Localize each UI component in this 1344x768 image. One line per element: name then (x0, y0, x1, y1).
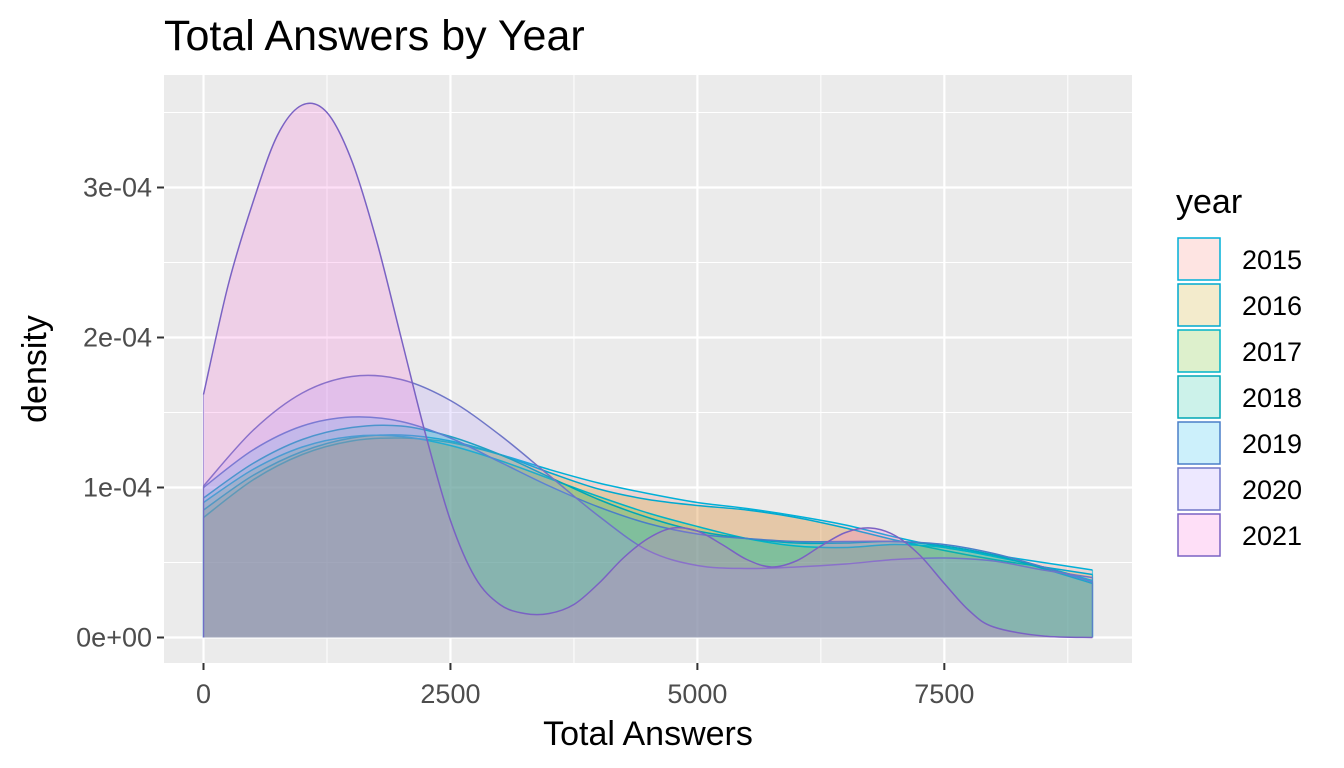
legend-key (1177, 467, 1221, 511)
legend-label: 2019 (1242, 429, 1302, 459)
legend-key (1177, 237, 1221, 281)
density-line-2020 (202, 374, 1093, 579)
legend-item-2015: 2015 (1177, 237, 1302, 281)
legend-key-bg (1178, 238, 1220, 280)
density-line-2018 (203, 424, 1093, 585)
legend: year 2015 2016 2017 2018 2019 2020 2021 (1176, 183, 1302, 557)
x-tick-label: 7500 (914, 679, 974, 709)
x-tick-label: 0 (196, 679, 211, 709)
minor-gridlines (164, 75, 1132, 663)
density-areas (202, 102, 1094, 639)
y-tick-label: 0e+00 (76, 623, 152, 653)
legend-key-bg (1178, 330, 1220, 372)
legend-key-bg (1178, 284, 1220, 326)
legend-label: 2018 (1242, 383, 1302, 413)
y-tick-label: 2e-04 (83, 323, 152, 353)
legend-key (1177, 375, 1221, 419)
density-series-2021 (202, 102, 1093, 639)
density-area-2018 (203, 425, 1093, 638)
density-line-2021 (202, 102, 1093, 639)
chart-title: Total Answers by Year (164, 12, 585, 60)
y-axis-title: density (16, 315, 54, 423)
legend-label: 2016 (1242, 291, 1302, 321)
plot-panel (164, 75, 1132, 663)
y-tick-label: 1e-04 (83, 473, 152, 503)
density-line-2017 (203, 434, 1093, 582)
legend-label: 2021 (1242, 521, 1302, 551)
x-axis-title: Total Answers (543, 715, 753, 753)
density-line-2016 (203, 434, 1093, 576)
y-tick-label: 3e-04 (83, 173, 152, 203)
legend-title: year (1176, 183, 1242, 221)
x-axis: 0 2500 5000 7500 (196, 663, 974, 709)
legend-key-bg (1178, 422, 1220, 464)
density-area-2020 (203, 375, 1093, 638)
legend-key (1177, 513, 1221, 557)
legend-key (1177, 329, 1221, 373)
legend-label: 2015 (1242, 245, 1302, 275)
legend-item-2017: 2017 (1177, 329, 1302, 373)
legend-key-bg (1178, 376, 1220, 418)
density-area-2016 (203, 434, 1093, 638)
y-axis: 0e+00 1e-04 2e-04 3e-04 (76, 173, 164, 653)
legend-item-2018: 2018 (1177, 375, 1302, 419)
legend-item-2020: 2020 (1177, 467, 1302, 511)
x-tick-label: 2500 (420, 679, 480, 709)
density-area-2017 (203, 435, 1093, 638)
legend-key-bg (1178, 468, 1220, 510)
legend-item-2016: 2016 (1177, 283, 1302, 327)
legend-label: 2017 (1242, 337, 1302, 367)
legend-key-bg (1178, 514, 1220, 556)
legend-key (1177, 421, 1221, 465)
legend-item-2021: 2021 (1177, 513, 1302, 557)
legend-items: 2015 2016 2017 2018 2019 2020 2021 (1177, 237, 1302, 557)
x-tick-label: 5000 (667, 679, 727, 709)
legend-key (1177, 283, 1221, 327)
density-line-2019 (203, 416, 1093, 583)
density-area-2019 (203, 416, 1093, 638)
legend-item-2019: 2019 (1177, 421, 1302, 465)
density-area-2021 (203, 103, 1093, 638)
legend-label: 2020 (1242, 475, 1302, 505)
